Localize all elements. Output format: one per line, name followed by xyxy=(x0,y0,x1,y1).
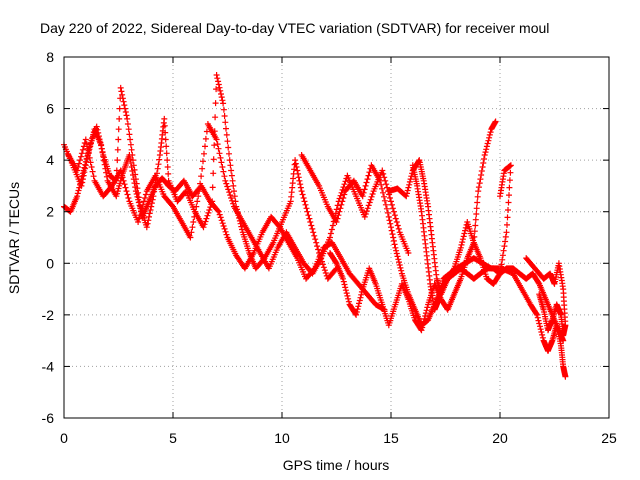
series-track-5 xyxy=(327,118,499,334)
data-point-markers xyxy=(65,121,412,277)
x-tick-label: 20 xyxy=(492,430,508,446)
series-track-1 xyxy=(61,126,388,313)
x-tick-label: 25 xyxy=(601,430,617,446)
data-point-markers xyxy=(327,118,499,334)
x-tick-label: 5 xyxy=(169,430,177,446)
x-tick-label: 0 xyxy=(60,430,68,446)
series-track-8 xyxy=(523,255,569,339)
y-tick-label: -2 xyxy=(42,307,55,323)
chart-title: Day 220 of 2022, Sidereal Day-to-day VTE… xyxy=(40,20,549,36)
grid xyxy=(64,57,609,418)
x-tick-label: 15 xyxy=(383,430,399,446)
x-axis-label: GPS time / hours xyxy=(283,457,390,473)
y-tick-label: -4 xyxy=(42,358,55,374)
data-point-markers xyxy=(385,157,514,298)
data-series xyxy=(61,72,569,380)
plot-frame xyxy=(63,56,610,419)
data-point-markers xyxy=(409,162,569,380)
y-tick-label: 0 xyxy=(46,255,54,271)
y-axis-label: SDTVAR / TECUs xyxy=(6,182,22,294)
series-track-7 xyxy=(409,162,569,380)
x-tick-label: 10 xyxy=(274,430,290,446)
y-tick-label: -6 xyxy=(42,410,55,426)
axis-ticks: 0 5 10 15 20 25 -6 -4 -2 0 2 4 6 8 xyxy=(42,49,617,446)
data-point-markers xyxy=(523,255,569,339)
y-tick-label: 2 xyxy=(46,204,54,220)
data-point-markers xyxy=(61,126,388,313)
y-tick-label: 6 xyxy=(46,101,54,117)
series-track-6 xyxy=(385,157,514,298)
series-track-3 xyxy=(65,121,412,277)
y-tick-label: 4 xyxy=(46,152,54,168)
y-tick-label: 8 xyxy=(46,49,54,65)
